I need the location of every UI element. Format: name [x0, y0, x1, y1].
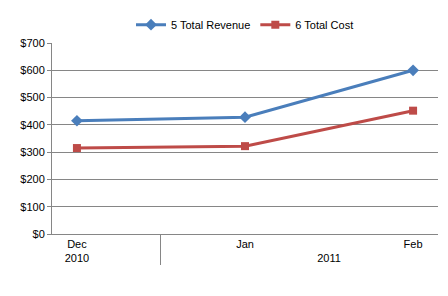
- svg-text:Jan: Jan: [236, 238, 254, 250]
- svg-text:Dec: Dec: [67, 238, 87, 250]
- svg-text:2011: 2011: [317, 252, 341, 264]
- svg-text:2010: 2010: [65, 252, 89, 264]
- svg-text:Feb: Feb: [404, 238, 423, 250]
- svg-text:$200: $200: [20, 173, 44, 185]
- svg-text:$600: $600: [20, 64, 44, 76]
- svg-text:$400: $400: [20, 119, 44, 131]
- svg-text:6 Total Cost: 6 Total Cost: [295, 19, 353, 31]
- svg-text:$500: $500: [20, 91, 44, 103]
- svg-text:$100: $100: [20, 201, 44, 213]
- svg-text:$700: $700: [20, 37, 44, 49]
- svg-text:$0: $0: [33, 228, 45, 240]
- svg-text:$300: $300: [20, 146, 44, 158]
- svg-text:5 Total Revenue: 5 Total Revenue: [171, 19, 250, 31]
